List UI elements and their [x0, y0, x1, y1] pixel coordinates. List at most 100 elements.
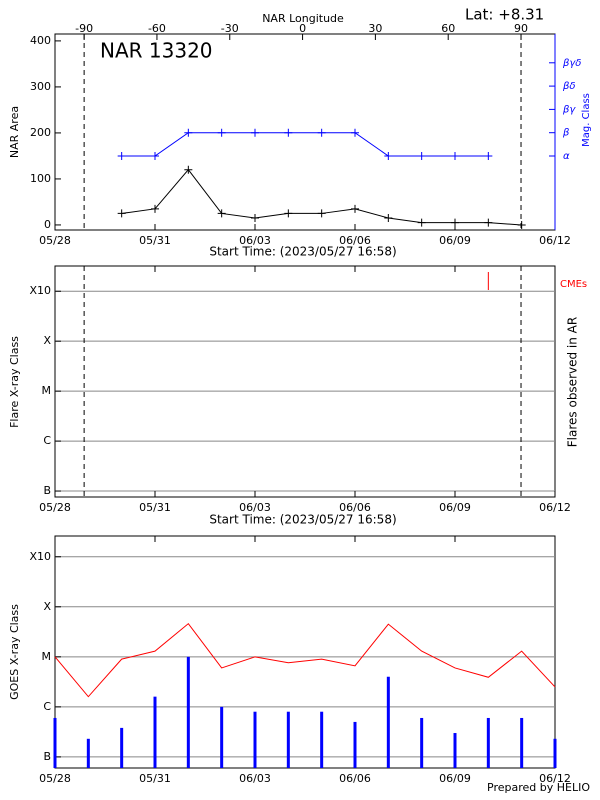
x2-tick-label: 60: [441, 22, 455, 35]
point-marker: [184, 128, 193, 137]
point-marker: [417, 218, 426, 227]
x-tick-label: 05/28: [39, 772, 71, 785]
y-tick-label: X: [43, 600, 51, 613]
point-marker: [517, 220, 526, 229]
x-tick-label: 05/28: [39, 234, 71, 247]
x2-tick-label: -30: [221, 22, 239, 35]
y-tick-label: 400: [30, 34, 51, 47]
x-tick-label: 06/12: [539, 772, 571, 785]
y-tick-label: X10: [29, 284, 51, 297]
point-marker: [117, 152, 126, 160]
point-marker: [484, 152, 493, 160]
point-marker: [284, 128, 293, 137]
x2-axis-label: NAR Longitude: [262, 12, 344, 25]
bar: [420, 717, 424, 768]
bar: [220, 706, 224, 768]
x-axis-label: Start Time: (2023/05/27 16:58): [209, 513, 396, 527]
x-tick-label: 06/03: [239, 501, 271, 514]
y-axis-label: GOES X-ray Class: [8, 604, 21, 700]
y-tick-label: B: [43, 484, 51, 497]
point-marker: [217, 209, 226, 218]
bar: [486, 717, 490, 768]
x-tick-label: 05/31: [139, 234, 171, 247]
bar: [286, 711, 290, 768]
bar: [253, 711, 257, 768]
point-marker: [317, 209, 326, 218]
bar: [553, 738, 557, 768]
bar: [320, 711, 324, 768]
y-tick-label: C: [43, 434, 51, 447]
x-tick-label: 06/03: [239, 234, 271, 247]
x2-tick-label: 30: [368, 22, 382, 35]
bar: [153, 696, 157, 768]
y2-tick-label: β: [562, 128, 570, 139]
y-tick-label: 200: [30, 126, 51, 139]
x-tick-label: 06/09: [439, 234, 471, 247]
point-marker: [484, 218, 493, 227]
y-axis-label: NAR Area: [8, 106, 21, 158]
y-tick-label: C: [43, 700, 51, 713]
x-tick-label: 06/12: [539, 501, 571, 514]
point-marker: [451, 218, 459, 227]
plot-frame: [54, 33, 556, 231]
point-marker: [451, 152, 459, 160]
bar: [86, 738, 90, 768]
footer: Prepared by HELIO: [487, 781, 590, 794]
point-marker: [217, 128, 226, 137]
x-axis-label: Start Time: (2023/05/27 16:58): [209, 245, 396, 259]
x2-tick-label: -90: [75, 22, 93, 35]
y2-axis-label: Flares observed in AR: [566, 317, 580, 447]
x2-tick-label: 90: [514, 22, 528, 35]
bar: [386, 676, 390, 768]
point-marker: [384, 152, 393, 160]
point-marker: [251, 128, 259, 137]
y2-axis-label: Mag. Class: [581, 93, 592, 147]
y-tick-label: M: [42, 384, 52, 397]
y-tick-label: M: [42, 650, 52, 663]
chart-title: NAR 13320: [100, 39, 213, 63]
x-tick-label: 06/09: [439, 772, 471, 785]
series-line: [121, 132, 489, 157]
x-tick-label: 06/03: [239, 772, 271, 785]
x-tick-label: 06/12: [539, 234, 571, 247]
point-marker: [351, 204, 359, 213]
bar: [453, 733, 457, 768]
series-line: [54, 622, 556, 698]
y2-tick-label: βγδ: [562, 58, 581, 69]
bar: [186, 656, 190, 768]
x-tick-label: 06/06: [339, 234, 371, 247]
point-marker: [317, 128, 326, 137]
point-marker: [184, 165, 193, 174]
x-tick-label: 05/31: [139, 772, 171, 785]
y-axis-label: Flare X-ray Class: [8, 336, 21, 428]
x-tick-label: 06/09: [439, 501, 471, 514]
point-marker: [251, 214, 259, 223]
point-marker: [384, 214, 393, 223]
y-tick-label: X10: [29, 550, 51, 563]
x-tick-label: 06/06: [339, 501, 371, 514]
point-marker: [117, 209, 126, 218]
point-marker: [151, 204, 159, 213]
x2-tick-label: -60: [148, 22, 166, 35]
point-marker: [151, 152, 159, 160]
y2-tick-label: βδ: [562, 81, 576, 92]
x-tick-label: 05/28: [39, 501, 71, 514]
bar: [120, 727, 124, 768]
y-tick-label: 100: [30, 172, 51, 185]
point-marker: [351, 128, 359, 137]
point-marker: [417, 152, 426, 160]
y-tick-label: B: [43, 750, 51, 763]
y-tick-label: 0: [44, 218, 51, 231]
bar: [353, 721, 357, 768]
bar: [53, 717, 57, 768]
y2-tick-label: α: [563, 151, 570, 162]
cme-legend: CMEs: [560, 279, 587, 290]
x-tick-label: 05/31: [139, 501, 171, 514]
x-tick-label: 06/06: [339, 772, 371, 785]
annotation: Lat: +8.31: [465, 6, 544, 24]
plot-frame: [54, 535, 556, 769]
x2-tick-label: 0: [299, 22, 306, 35]
point-marker: [284, 209, 293, 218]
bar: [520, 717, 524, 768]
